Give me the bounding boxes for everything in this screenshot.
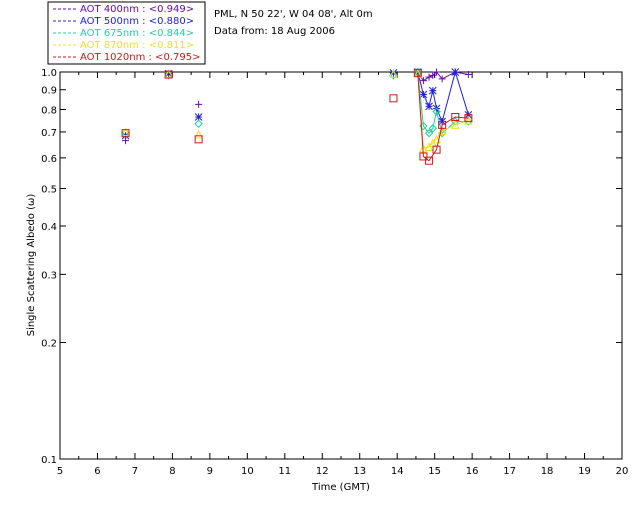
plus-marker [464,71,472,79]
y-axis: 1.0 0.9 0.8 0.7 0.6 0.5 0.4 0.3 0.2 0.1 [41,68,622,466]
x-tick-label: 9 [207,466,213,477]
y-tick-label: 0.8 [41,106,57,117]
diamond-marker [424,128,434,138]
x-tick-label: 8 [169,466,175,477]
square-marker [164,70,173,79]
diamond-marker [432,107,441,116]
square-marker [121,129,130,138]
square-marker [413,68,422,77]
square-marker [438,120,447,129]
plot-frame [59,71,623,460]
y-tick-label: 1.0 [41,68,57,79]
legend-entry-label: AOT 1020nm : <0.795> [80,52,200,63]
y-tick-label: 0.6 [41,154,57,165]
square-marker [451,113,460,122]
x-tick-label: 17 [503,466,516,477]
x-tick-label: 11 [278,466,291,477]
star-marker [164,69,173,78]
x-tick-label: 14 [391,466,404,477]
series-layer [121,67,473,165]
x-tick-label: 20 [616,466,629,477]
star-marker [425,102,433,111]
star-marker [428,86,437,95]
square-marker [425,156,434,165]
series-line [417,72,469,162]
star-marker [389,68,398,77]
x-tick-label: 15 [428,466,441,477]
series-line [417,73,469,149]
x-axis-title: Time (GMT) [311,482,370,493]
triangle-marker [389,69,398,78]
diamond-marker [464,117,473,126]
x-tick-label: 16 [466,466,479,477]
series-5 [121,68,473,165]
plus-marker [438,75,446,83]
plus-marker [433,68,441,76]
y-tick-label: 0.3 [41,270,57,281]
site-info-text: PML, N 50 22', W 04 08', Alt 0m [214,9,373,20]
series-4 [121,69,473,153]
x-axis: 5 6 7 8 9 10 11 12 13 14 15 16 17 18 19 20 [57,72,629,477]
star-marker [451,68,460,76]
x-tick-label: 10 [241,466,254,477]
plus-marker [419,77,427,85]
series-line [417,70,469,124]
x-tick-label: 19 [578,466,591,477]
y-tick-label: 0.7 [41,128,57,139]
legend-entries: AOT 400nm : <0.949>AOT 500nm : <0.880>AO… [53,4,200,63]
series-line [417,71,469,82]
triangle-marker [432,134,441,144]
plus-marker [195,100,203,108]
diamond-marker [428,124,438,133]
legend-entry-label: AOT 500nm : <0.880> [80,16,194,27]
x-tick-label: 5 [57,466,63,477]
star-marker [419,90,428,99]
diamond-marker [194,119,203,128]
legend-entry-label: AOT 675nm : <0.844> [80,28,194,39]
triangle-marker [464,115,473,125]
x-tick-label: 12 [316,466,329,477]
triangle-marker [450,120,460,129]
square-marker [194,135,203,144]
x-tick-label: 6 [94,466,100,477]
legend: AOT 400nm : <0.949>AOT 500nm : <0.880>AO… [47,1,206,65]
y-axis-title: Single Scattering Albedo (ω) [26,194,37,337]
legend-entry-label: AOT 870nm : <0.811> [80,40,194,51]
plus-marker [429,71,437,79]
triangle-marker [194,129,203,139]
x-tick-label: 18 [541,466,554,477]
x-tick-label: 13 [353,466,366,477]
y-tick-label: 0.5 [41,184,57,195]
triangle-marker [121,127,130,136]
legend-entry-label: AOT 400nm : <0.949> [80,4,194,15]
square-marker [464,114,473,123]
y-tick-label: 0.9 [41,86,57,97]
triangle-marker [164,69,173,78]
x-tick-label: 7 [132,466,138,477]
square-marker [432,145,441,154]
square-marker [389,94,398,103]
star-marker [194,113,203,121]
y-tick-label: 0.1 [41,455,57,466]
y-tick-label: 0.4 [41,222,57,233]
y-tick-label: 0.2 [41,339,57,350]
date-info-text: Data from: 18 Aug 2006 [214,26,335,37]
plus-marker [425,73,433,81]
square-marker [419,152,428,161]
